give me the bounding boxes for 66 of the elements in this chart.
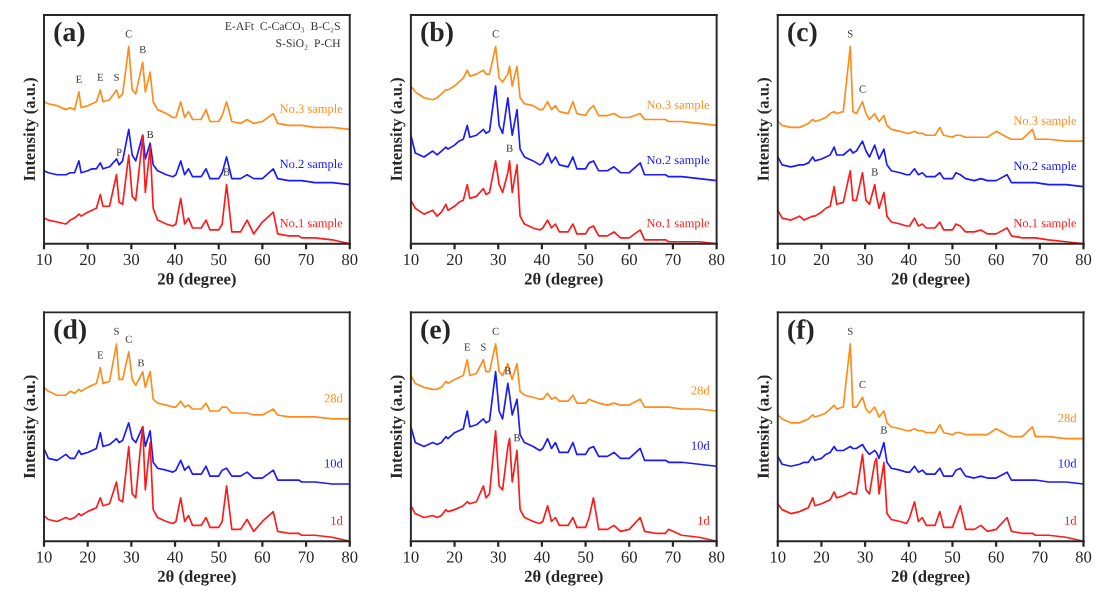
x-tick-label: 50 — [945, 253, 961, 266]
x-tick-label: 40 — [533, 551, 550, 563]
x-tick-label: 80 — [708, 253, 725, 266]
x-tick-label: 60 — [621, 253, 637, 266]
x-tick-label: 10 — [770, 253, 786, 266]
x-tick-label: 50 — [945, 551, 961, 563]
x-axis-title: 2θ (degree) — [157, 570, 236, 586]
x-tick-label: 70 — [1032, 253, 1048, 266]
x-tick-label: 10 — [770, 551, 786, 563]
x-tick-label: 30 — [857, 253, 873, 266]
x-tick-label: 10 — [37, 551, 52, 563]
x-tick-label: 60 — [254, 551, 271, 563]
x-tick-label: 30 — [857, 551, 873, 563]
chart-title: (e) — [421, 319, 450, 345]
x-tick-label: 60 — [254, 253, 271, 266]
x-tick-label: 50 — [211, 551, 227, 563]
x-tick-label: 60 — [988, 253, 1004, 266]
y-axis-title: Intensity (a.u.) — [23, 77, 39, 181]
chart-title: (b) — [421, 21, 453, 47]
x-tick-label: 20 — [813, 253, 830, 266]
x-tick-label: 50 — [578, 551, 594, 563]
x-tick-label: 40 — [900, 253, 917, 266]
x-tick-label: 30 — [490, 253, 506, 266]
x-tick-label: 70 — [298, 253, 314, 266]
y-axis-title: Intensity (a.u.) — [757, 375, 773, 479]
x-tick-label: 10 — [37, 253, 52, 266]
x-tick-label: 60 — [621, 551, 637, 563]
x-tick-label: 40 — [167, 551, 183, 563]
x-tick-label: 20 — [446, 253, 463, 266]
x-tick-label: 20 — [80, 551, 96, 563]
x-axis-title: 2θ (degree) — [524, 570, 603, 586]
x-tick-label: 70 — [665, 253, 681, 266]
chart-title: (f) — [788, 319, 814, 345]
x-tick-label: 70 — [665, 551, 681, 563]
x-tick-label: 80 — [342, 551, 358, 563]
chart-title: (a) — [54, 21, 85, 47]
x-tick-label: 40 — [167, 253, 183, 266]
x-tick-label: 80 — [1075, 253, 1092, 266]
x-tick-label: 30 — [123, 253, 140, 266]
y-axis-title: Intensity (a.u.) — [390, 375, 406, 479]
y-axis-title: Intensity (a.u.) — [390, 77, 406, 181]
x-tick-label: 20 — [813, 551, 830, 563]
x-tick-label: 80 — [342, 253, 358, 266]
y-axis-title: Intensity (a.u.) — [23, 375, 39, 479]
x-axis-title: 2θ (degree) — [891, 570, 970, 586]
x-tick-label: 20 — [446, 551, 463, 563]
x-axis-title: 2θ (degree) — [891, 272, 970, 289]
x-tick-label: 40 — [900, 551, 917, 563]
x-tick-label: 70 — [1032, 551, 1048, 563]
x-tick-label: 70 — [298, 551, 314, 563]
x-axis-title: 2θ (degree) — [524, 272, 603, 289]
x-tick-label: 40 — [533, 253, 550, 266]
x-tick-label: 50 — [578, 253, 594, 266]
chart-title: (c) — [788, 21, 817, 47]
x-tick-label: 50 — [211, 253, 227, 266]
chart-title: (d) — [54, 319, 86, 345]
y-axis-title: Intensity (a.u.) — [757, 77, 773, 181]
x-tick-label: 60 — [988, 551, 1004, 563]
x-tick-label: 30 — [490, 551, 506, 563]
x-tick-label: 20 — [80, 253, 96, 266]
x-tick-label: 10 — [404, 253, 419, 266]
x-tick-label: 80 — [1075, 551, 1092, 563]
x-tick-label: 10 — [404, 551, 419, 563]
x-tick-label: 80 — [708, 551, 725, 563]
x-axis-title: 2θ (degree) — [157, 272, 236, 289]
x-tick-label: 30 — [123, 551, 140, 563]
